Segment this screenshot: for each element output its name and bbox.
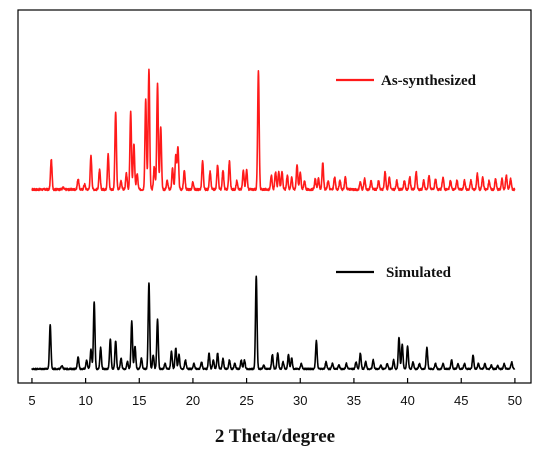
x-tick-label-45: 45 [454, 393, 468, 408]
series-layer [31, 68, 516, 371]
x-tick-label-10: 10 [78, 393, 92, 408]
x-tick-label-35: 35 [347, 393, 361, 408]
legend-simulated: Simulated [336, 265, 452, 281]
legend-label-as-synthesized: As-synthesized [381, 73, 477, 89]
x-axis: 5 10 15 20 25 30 35 40 45 50 [28, 378, 522, 408]
series-line-simulated [31, 275, 516, 371]
x-axis-title: 2 Theta/degree [215, 426, 335, 447]
x-tick-label-15: 15 [132, 393, 146, 408]
x-tick-label-50: 50 [508, 393, 522, 408]
x-tick-label-40: 40 [400, 393, 414, 408]
legend-as-synthesized: As-synthesized [336, 73, 477, 89]
series-line-as-synthesized [31, 68, 516, 192]
x-tick-label-30: 30 [293, 393, 307, 408]
legend-label-simulated: Simulated [386, 265, 452, 281]
plot-frame [17, 9, 532, 384]
x-tick-label-5: 5 [28, 393, 35, 408]
x-tick-label-20: 20 [186, 393, 200, 408]
x-tick-label-25: 25 [239, 393, 253, 408]
